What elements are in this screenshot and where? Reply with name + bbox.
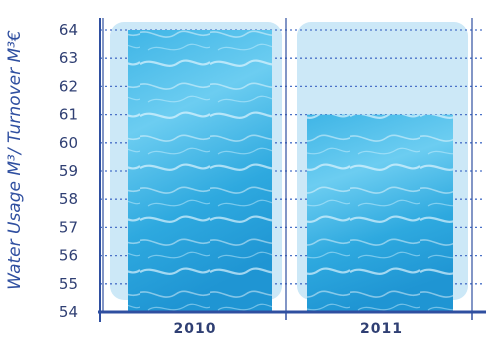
y-tick-label-57: 57 [59,218,78,236]
x-tick-label-2011: 2011 [360,321,403,337]
y-tick-label-58: 58 [59,190,78,208]
y-tick-label-64: 64 [59,21,78,39]
bar-texture-2011 [307,114,453,312]
y-tick-label-56: 56 [59,247,78,265]
bars [128,30,453,312]
y-tick-label-62: 62 [59,77,78,95]
axes [98,18,486,322]
y-tick-label-54: 54 [59,303,78,321]
y-tick-label-55: 55 [59,275,78,293]
y-axis-label: Water Usage M³/ Turnover M³€ [5,30,25,290]
x-tick-label-2010: 2010 [174,321,217,337]
y-tick-label-61: 61 [59,106,78,124]
y-tick-labels: 54 55 56 57 58 59 60 61 62 63 64 [59,21,78,321]
bar-texture-2010 [128,30,272,312]
x-tick-labels: 2010 2011 [174,321,403,337]
y-tick-label-60: 60 [59,134,78,152]
y-tick-label-63: 63 [59,49,78,67]
y-tick-label-59: 59 [59,162,78,180]
